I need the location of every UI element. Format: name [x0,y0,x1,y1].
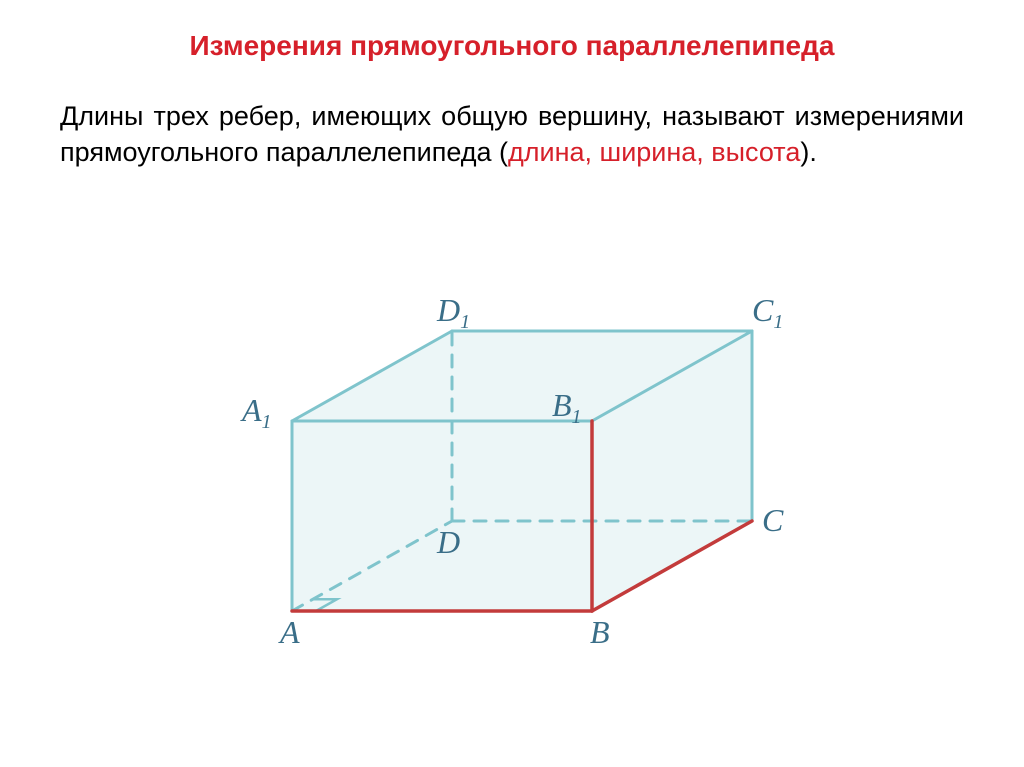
vertex-label: C [762,502,784,538]
vertex-label: A [278,614,300,650]
vertex-label: C1 [752,292,783,333]
vertex-label: D1 [436,292,470,333]
para-highlight: длина, ширина, высота [508,137,800,167]
vertex-label: D [436,524,460,560]
definition-paragraph: Длины трех ребер, имеющих общую вершину,… [60,98,964,171]
cuboid-face [292,421,592,611]
vertex-label: B [590,614,610,650]
para-post: ). [800,137,817,167]
cuboid-diagram: ABCDA1B1C1D1 [192,191,832,661]
title-text: Измерения прямоугольного параллелепипеда [190,30,835,61]
vertex-label: A1 [240,392,272,433]
page-title: Измерения прямоугольного параллелепипеда [60,30,964,62]
